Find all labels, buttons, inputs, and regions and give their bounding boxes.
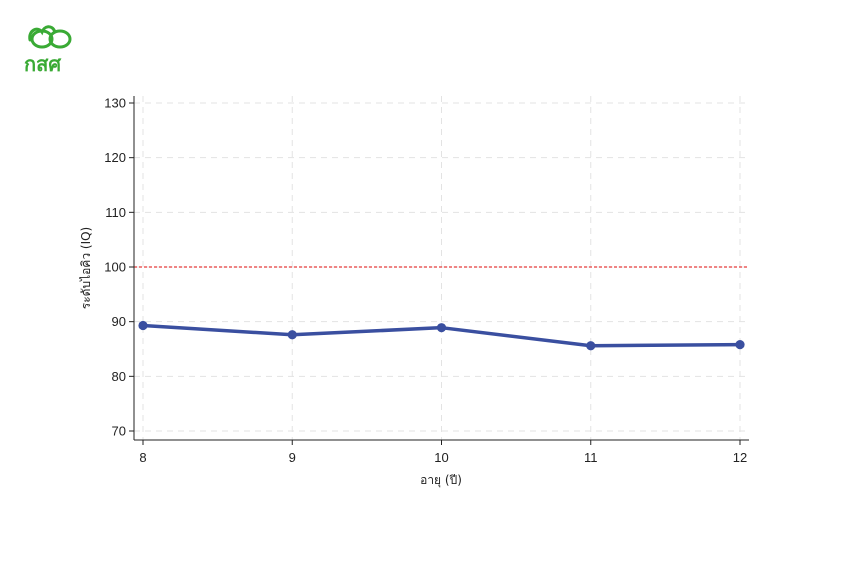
x-tick-label: 9	[289, 450, 296, 465]
data-point	[735, 340, 745, 350]
x-tick-label: 12	[733, 450, 747, 465]
y-tick-label: 90	[112, 314, 126, 329]
data-point	[586, 341, 596, 351]
data-point	[287, 330, 297, 340]
logo-mark: กสศ	[24, 25, 72, 76]
y-tick-label: 70	[112, 424, 126, 439]
y-tick-label: 130	[104, 96, 126, 111]
x-ticks: 8 9 10 11 12	[139, 440, 747, 465]
y-tick-label: 110	[105, 205, 126, 220]
x-tick-label: 8	[139, 450, 146, 465]
x-axis-title: อายุ (ปี)	[420, 473, 462, 488]
logo-text: กสศ	[24, 52, 62, 76]
y-ticks: 70 80 90 100 110 120 130	[104, 96, 134, 439]
x-tick-label: 11	[584, 450, 598, 465]
y-tick-label: 120	[104, 150, 126, 165]
brand-logo: กสศ	[22, 22, 74, 76]
y-tick-label: 80	[112, 369, 126, 384]
x-tick-label: 10	[434, 450, 448, 465]
series-group	[138, 320, 745, 351]
y-tick-label: 100	[104, 260, 126, 275]
data-point	[436, 323, 447, 333]
data-point	[138, 320, 148, 331]
grid-lines	[134, 96, 749, 440]
y-axis-title: ระดับไอคิว (IQ)	[79, 227, 93, 309]
